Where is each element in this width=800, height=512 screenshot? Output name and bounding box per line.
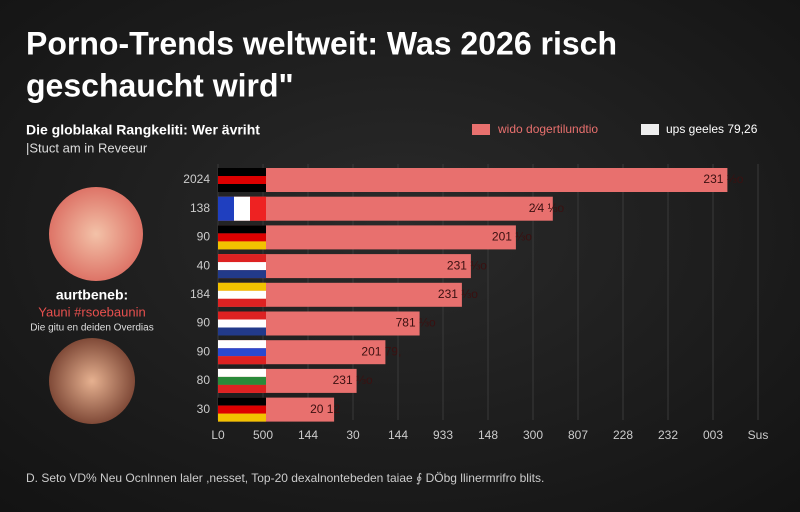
legend-label: wido dogertilundtio <box>497 122 598 136</box>
bar <box>218 225 516 250</box>
panel-text: Die gitu en deiden Overdias <box>30 323 153 334</box>
title: Porno-Trends weltweit: Was 2026 risch ge… <box>26 25 617 103</box>
category-label: 138 <box>190 201 210 215</box>
x-tick-label: L0 <box>211 428 225 442</box>
flag-stripe <box>218 319 266 328</box>
flag-stripe <box>218 196 234 221</box>
x-tick-label: 228 <box>613 428 633 442</box>
bar-annotation: 781 ⅓o <box>396 316 436 330</box>
photo-placeholder <box>49 187 143 281</box>
bar-annotation: 201 79, <box>361 344 401 358</box>
bar-annotation: 231 ⅓o <box>703 172 743 186</box>
subtitle: Die globlakal Rangkeliti: Wer ävriht <box>26 122 260 138</box>
category-label: 90 <box>197 316 211 330</box>
flag-stripe <box>218 368 266 377</box>
category-label: 2024 <box>183 172 210 186</box>
flag-stripe <box>218 233 266 242</box>
bar-annotation: 201 ⅓o <box>492 230 532 244</box>
flag-stripe <box>218 290 266 299</box>
flag-stripe <box>218 327 266 336</box>
category-label: 90 <box>197 344 211 358</box>
flag-stripe <box>218 241 266 250</box>
flag-stripe <box>218 225 266 234</box>
flag-stripe <box>218 298 266 307</box>
flag-stripe <box>218 405 266 414</box>
title-line: geschaucht wird" <box>26 67 294 103</box>
footer: D. Seto VD% Neu Ocnlnnen laler ,nesset, … <box>26 471 544 485</box>
flag-stripe <box>218 168 266 176</box>
category-label: 80 <box>197 373 211 387</box>
category-label: 184 <box>190 287 210 301</box>
legend-label: ups geeles 79,26 <box>666 122 758 136</box>
flag-stripe <box>218 348 266 357</box>
x-tick-label: 807 <box>568 428 588 442</box>
legend-swatch <box>472 124 490 135</box>
flag-stripe <box>218 384 266 393</box>
flag-stripe <box>218 176 266 184</box>
flag-stripe <box>218 270 266 279</box>
panel-text: Yauni #rsoebaunin <box>38 304 145 319</box>
bar-annotation: 2⁄4 ⅓o <box>529 201 565 215</box>
flag-stripe <box>218 413 266 422</box>
bar <box>218 168 728 192</box>
bar-annotation: 231 ⅓o <box>447 258 487 272</box>
category-label: 30 <box>197 402 211 416</box>
flag-stripe <box>218 356 266 365</box>
flag-stripe <box>218 262 266 271</box>
flag-stripe <box>218 184 266 192</box>
subtitle: |Stuct am in Reveeur <box>26 140 148 155</box>
category-label: 90 <box>197 230 211 244</box>
category-label: 40 <box>197 258 211 272</box>
bar-annotation: 231 ⅓o <box>438 287 478 301</box>
bar-annotation: 20 12 <box>310 402 340 416</box>
title-line: Porno-Trends weltweit: Was 2026 risch <box>26 25 617 61</box>
x-tick-label: 30 <box>346 428 360 442</box>
flag-stripe <box>218 376 266 385</box>
x-tick-label: 933 <box>433 428 453 442</box>
x-tick-label: 144 <box>388 428 408 442</box>
photo-placeholder <box>49 338 135 424</box>
flag-stripe <box>218 340 266 349</box>
x-tick-label: 232 <box>658 428 678 442</box>
x-tick-label: 003 <box>703 428 723 442</box>
x-tick-label: Sus <box>748 428 769 442</box>
flag-stripe <box>218 254 266 263</box>
flag-stripe <box>218 311 266 320</box>
x-tick-label: 500 <box>253 428 273 442</box>
x-tick-label: 148 <box>478 428 498 442</box>
panel-text: aurtbeneb: <box>56 287 128 303</box>
flag-stripe <box>234 196 250 221</box>
x-tick-label: 144 <box>298 428 318 442</box>
flag-stripe <box>218 282 266 291</box>
bar <box>218 196 553 221</box>
flag-stripe <box>218 397 266 406</box>
bar-annotation: 231 ⅓o <box>333 373 373 387</box>
x-tick-label: 300 <box>523 428 543 442</box>
legend-swatch <box>641 124 659 135</box>
flag-stripe <box>250 196 266 221</box>
